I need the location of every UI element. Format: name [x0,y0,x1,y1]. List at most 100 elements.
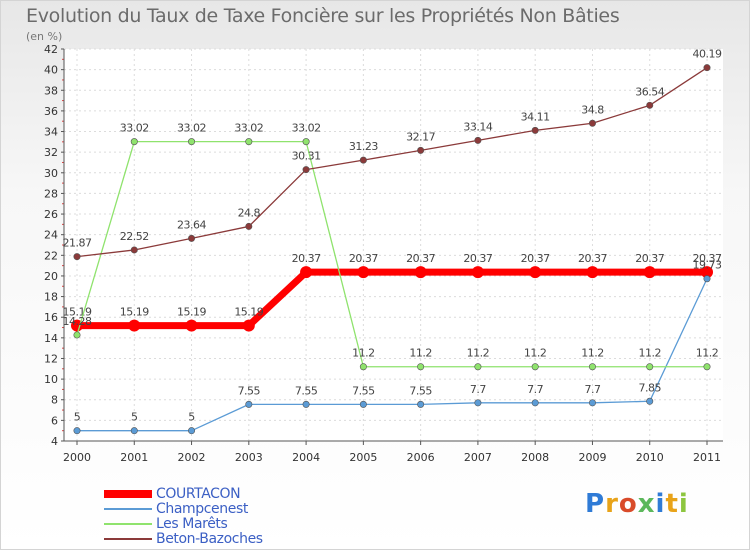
y-tick-label: 14 [44,332,58,345]
data-label: 20.37 [521,252,550,265]
data-label: 20.37 [463,252,492,265]
data-point [588,363,596,371]
data-point [185,319,198,332]
data-label: 11.2 [638,347,661,360]
data-point [588,399,596,407]
y-tick-label: 18 [44,291,58,304]
data-point [73,331,81,339]
legend-swatch [104,507,152,510]
data-point [531,363,539,371]
legend-label: Les Marêts [156,515,228,532]
data-point [703,64,711,72]
data-point [357,266,370,279]
data-point [188,234,196,242]
x-tick-label: 2005 [349,451,377,464]
data-point [302,400,310,408]
x-tick-label: 2007 [464,451,492,464]
data-label: 34.8 [581,103,604,116]
legend-label: Champcenest [156,500,248,517]
data-point [300,266,313,279]
data-label: 20.37 [349,252,378,265]
data-label: 20.37 [406,252,435,265]
logo-letter: P [585,489,606,519]
legend-item-0: COURTACON [104,485,263,502]
data-point [359,400,367,408]
data-label: 33.14 [463,120,492,133]
data-point [703,363,711,371]
y-tick-label: 40 [44,64,58,77]
data-point [245,138,253,146]
data-point [245,400,253,408]
data-point [531,399,539,407]
data-point [130,138,138,146]
y-tick-label: 34 [44,126,58,139]
x-tick-label: 2002 [178,451,206,464]
data-label: 7.55 [409,384,432,397]
chart-unit-label: (en %) [26,30,63,43]
y-tick-label: 4 [51,435,58,448]
logo-letter: o [618,489,638,519]
data-label: 20.37 [635,252,664,265]
series-line-3 [76,67,708,258]
data-label: 33.02 [177,122,206,135]
logo-letter: i [655,489,666,519]
data-label: 33.02 [234,122,263,135]
data-point [417,363,425,371]
data-label: 24.8 [238,206,261,219]
legend-swatch [104,489,152,498]
data-label: 11.2 [467,347,490,360]
y-tick-label: 10 [44,373,58,386]
x-tick-label: 2006 [407,451,435,464]
x-tick-label: 2009 [578,451,606,464]
logo-letter: i [678,489,689,519]
y-tick-label: 30 [44,167,58,180]
logo-letter: r [605,489,619,519]
data-label: 40.19 [693,48,722,61]
data-label: 14.28 [63,315,92,328]
data-point [73,427,81,435]
data-label: 31.23 [349,140,378,153]
data-label: 7.55 [352,384,375,397]
data-label: 21.87 [63,237,92,250]
data-point [188,427,196,435]
data-point [586,266,599,279]
plot-area [64,49,723,441]
legend-item-3: Beton-Bazoches [104,531,263,547]
data-label: 19.73 [693,259,722,272]
data-point [245,222,253,230]
data-label: 30.31 [292,150,321,163]
legend-swatch [104,537,152,540]
data-label: 32.17 [406,130,435,143]
y-tick-label: 22 [44,249,58,262]
data-point [474,136,482,144]
data-label: 20.37 [292,252,321,265]
data-point [359,363,367,371]
proxiti-logo: Proxiti [585,489,689,519]
data-label: 11.2 [696,347,719,360]
data-label: 11.2 [409,347,432,360]
data-point [646,397,654,405]
x-tick-label: 2004 [292,451,320,464]
x-tick-label: 2001 [120,451,148,464]
data-label: 15.19 [234,306,263,319]
legend-label: COURTACON [156,485,241,502]
legend-swatch [104,522,152,525]
data-label: 7.7 [584,383,600,396]
data-point [242,319,255,332]
data-point [531,126,539,134]
data-point [417,146,425,154]
data-point [646,363,654,371]
series-line-2 [76,140,707,368]
data-point [128,319,141,332]
data-point [130,427,138,435]
y-tick-label: 38 [44,84,58,97]
data-label: 20.37 [578,252,607,265]
logo-letter: t [665,489,679,519]
data-point [474,363,482,371]
data-point [529,266,542,279]
data-point [417,400,425,408]
legend-item-2: Les Marêts [104,515,263,532]
logo-letter: x [637,489,656,519]
data-point [414,266,427,279]
